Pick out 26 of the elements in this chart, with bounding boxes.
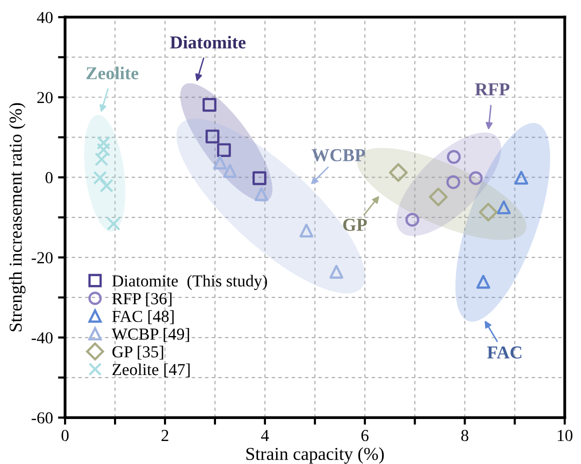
x-tick-label: 6 bbox=[361, 430, 369, 442]
x-tick-label: 4 bbox=[261, 430, 269, 441]
x-tick-label: 10 bbox=[558, 430, 572, 442]
legend-label: FAC [48] bbox=[112, 310, 174, 324]
legend-label: GP [35] bbox=[112, 346, 164, 360]
y-tick-label: 40 bbox=[36, 12, 53, 24]
x-axis-title: Strain capacity (%) bbox=[246, 447, 384, 464]
x-tick-label: 2 bbox=[162, 430, 168, 441]
y-tick-label: 0 bbox=[46, 172, 53, 184]
x-tick-label: 0 bbox=[62, 430, 69, 442]
annotation: FAC bbox=[487, 346, 522, 359]
annotation: WCBP bbox=[312, 149, 366, 162]
annotation: Zeolite bbox=[86, 66, 138, 80]
y-axis-title: Strength increasement ratio (%) bbox=[9, 103, 26, 332]
annotation: RFP bbox=[475, 83, 510, 96]
y-tick-label: -20 bbox=[32, 252, 53, 264]
legend-label: Diatomite (This study) bbox=[112, 274, 267, 290]
y-tick-label: 20 bbox=[37, 92, 53, 104]
y-tick-label: -40 bbox=[32, 332, 53, 344]
x-tick-label: 8 bbox=[461, 430, 468, 442]
annotation: Diatomite bbox=[170, 36, 246, 49]
annotation: GP bbox=[343, 218, 367, 231]
legend-label: Zeolite [47] bbox=[112, 363, 190, 378]
y-tick-label: -60 bbox=[32, 412, 53, 424]
legend-label: RFP [36] bbox=[112, 292, 172, 306]
legend-label: WCBP [49] bbox=[112, 328, 190, 342]
